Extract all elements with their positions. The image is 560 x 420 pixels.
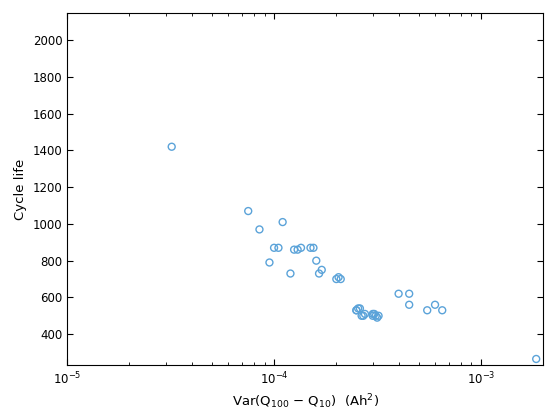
Y-axis label: Cycle life: Cycle life — [14, 158, 27, 220]
Point — [394, 290, 403, 297]
Point — [423, 307, 432, 314]
Point — [368, 311, 377, 318]
Point — [354, 305, 363, 312]
Point — [371, 312, 380, 319]
Point — [274, 244, 283, 251]
Point — [332, 276, 341, 282]
Point — [290, 246, 298, 253]
Point — [531, 356, 540, 362]
Point — [334, 274, 343, 281]
Point — [438, 307, 447, 314]
Point — [312, 257, 321, 264]
Point — [286, 270, 295, 277]
Point — [293, 246, 302, 253]
Point — [269, 244, 278, 251]
Point — [306, 244, 315, 251]
Point — [359, 312, 368, 319]
Point — [372, 314, 381, 321]
Point — [315, 270, 324, 277]
Point — [278, 219, 287, 226]
Point — [265, 259, 274, 266]
Point — [405, 302, 414, 308]
Point — [370, 311, 379, 318]
Point — [352, 307, 361, 314]
Point — [352, 307, 361, 314]
Point — [405, 290, 414, 297]
Point — [244, 208, 253, 215]
Point — [356, 305, 365, 312]
Point — [336, 276, 345, 282]
Point — [357, 312, 366, 319]
Point — [167, 143, 176, 150]
Point — [53, 24, 62, 31]
Point — [318, 267, 326, 273]
Point — [431, 302, 440, 308]
Point — [361, 311, 370, 318]
Point — [309, 244, 318, 251]
Point — [255, 226, 264, 233]
Point — [374, 312, 383, 319]
Point — [368, 312, 377, 319]
Point — [297, 244, 306, 251]
X-axis label: Var(Q$_{100}$ $-$ Q$_{10}$)  (Ah$^2$): Var(Q$_{100}$ $-$ Q$_{10}$) (Ah$^2$) — [232, 392, 379, 411]
